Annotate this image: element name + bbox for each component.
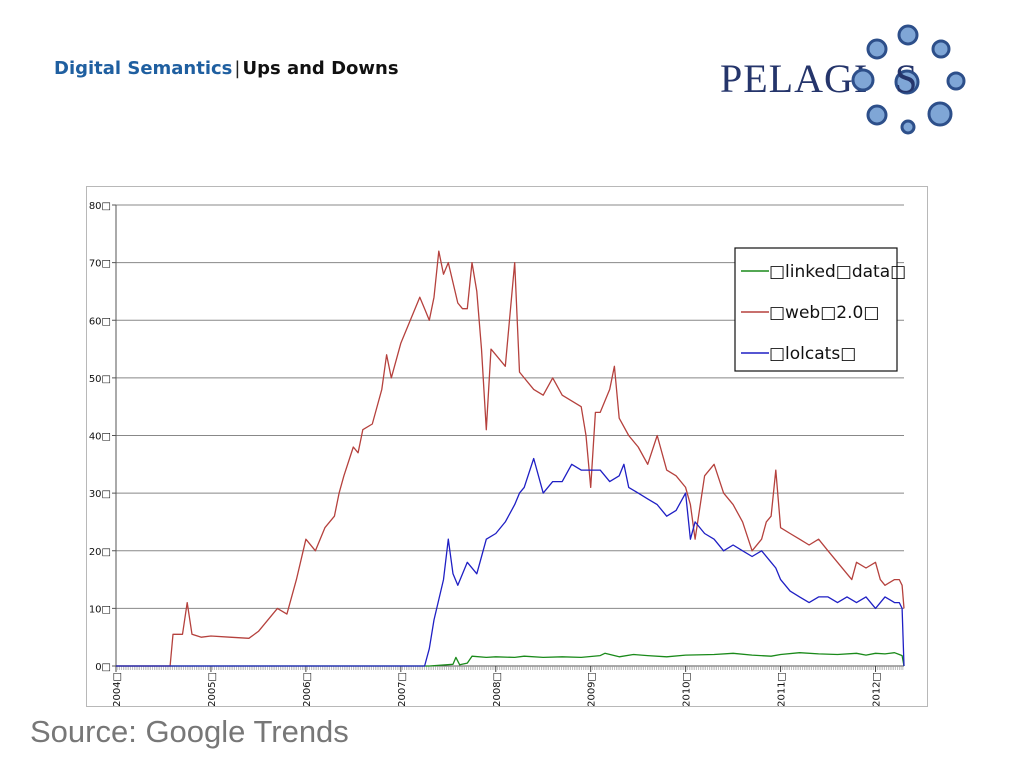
logo-text: PELAGI — [720, 56, 868, 101]
x-tick-label: 2011□ — [777, 672, 788, 706]
x-tick-label: 2009□ — [587, 672, 598, 706]
x-tick-label: 2008□ — [492, 672, 503, 706]
y-tick-label: 50□ — [89, 374, 111, 385]
legend-label: □linked□data□ — [769, 262, 906, 282]
y-tick-label: 0□ — [95, 662, 111, 673]
slide-title: Digital Semantics | Ups and Downs — [54, 58, 399, 79]
logo-circle — [894, 69, 920, 95]
x-tick-label: 2005□ — [207, 672, 218, 706]
title-subtitle: Ups and Downs — [242, 58, 399, 79]
y-tick-label: 40□ — [89, 432, 111, 443]
chart-frame: 0□ 10□ 20□ 30□ 40□ 50□ 60□ 70□ 80□ 2004□ 2005□ 2006… — [86, 186, 928, 707]
trends-chart: 0□ 10□ 20□ 30□ 40□ 50□ 60□ 70□ 80□ 2004□ 2005□ 2006… — [89, 201, 906, 706]
svg-text:S: S — [895, 56, 917, 101]
x-tick-label: 2012□ — [872, 672, 883, 706]
title-separator: | — [234, 58, 241, 79]
logo-circles — [851, 24, 966, 135]
x-tick-label: 2004□ — [112, 672, 123, 706]
legend-label: □lolcats□ — [769, 344, 856, 364]
y-tick-label: 80□ — [89, 201, 111, 212]
series-line — [116, 250, 905, 667]
logo-circle — [931, 39, 951, 59]
y-tick-label: 10□ — [89, 604, 111, 615]
logo-circle — [927, 101, 953, 127]
x-tick-label: 2010□ — [682, 672, 693, 706]
logo-circle — [897, 24, 919, 46]
y-tick-label: 60□ — [89, 316, 111, 327]
logo-circle — [851, 68, 875, 92]
y-tick-label: 70□ — [89, 259, 111, 270]
source-caption: Source: Google Trends — [30, 714, 349, 749]
logo-circle — [946, 71, 966, 91]
y-tick-label: 20□ — [89, 547, 111, 558]
y-tick-label: 30□ — [89, 489, 111, 500]
logo-circle — [866, 104, 888, 126]
x-tick-label: 2007□ — [397, 672, 408, 706]
series-line — [116, 457, 905, 667]
logo-circle — [866, 38, 888, 60]
legend-label: □web□2.0□ — [769, 303, 879, 323]
logo-circle — [900, 119, 916, 135]
series-line — [116, 652, 905, 667]
legend-box — [734, 247, 898, 372]
x-tick-label: 2006□ — [302, 672, 313, 706]
pelagios-logo: PELAGI S — [715, 18, 975, 143]
title-main: Digital Semantics — [54, 58, 233, 79]
